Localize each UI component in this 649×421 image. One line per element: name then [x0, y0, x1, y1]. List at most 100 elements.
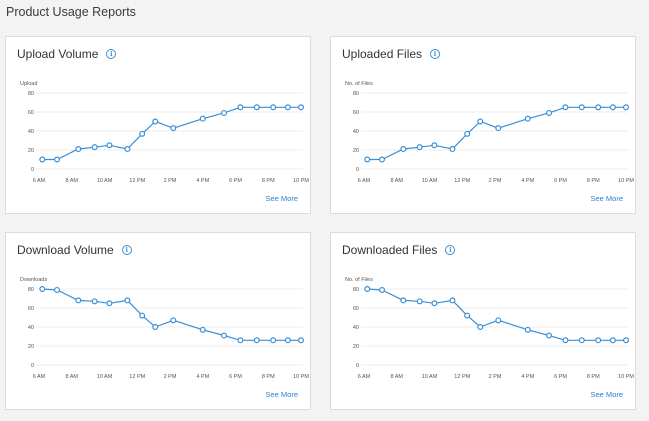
data-point — [495, 317, 502, 324]
upload-volume-chart: Upload 0 20 40 60 80 6 AM 8 AM 10 AM 12 PM 2 PM 4 P… — [20, 81, 309, 184]
data-point — [124, 146, 131, 153]
data-point — [237, 337, 244, 344]
data-point — [39, 156, 46, 163]
x-tick-label: 2 PM — [164, 374, 177, 380]
data-point — [578, 337, 585, 344]
upload-volume-card: Upload Volume i Upload 0 20 40 60 80 6 AM 8 AM 1… — [5, 36, 311, 214]
data-point — [524, 115, 531, 122]
data-point — [54, 156, 61, 163]
info-icon[interactable]: i — [445, 245, 456, 255]
x-tick-label: 2 PM — [489, 374, 502, 380]
data-point — [152, 323, 159, 330]
data-point — [170, 317, 177, 324]
data-point — [75, 297, 82, 304]
y-axis-label: Upload — [20, 81, 37, 87]
data-point — [237, 104, 244, 111]
x-tick-label: 8 PM — [587, 178, 600, 184]
data-point — [400, 297, 407, 304]
info-icon[interactable]: i — [121, 245, 132, 255]
data-point — [106, 300, 113, 307]
info-icon[interactable]: i — [106, 49, 117, 59]
x-tick-label: 6 AM — [358, 374, 371, 380]
card-title: Download Volume — [17, 243, 114, 257]
data-point — [54, 286, 61, 293]
data-point — [91, 144, 98, 151]
data-point — [524, 326, 531, 333]
downloaded-files-chart: No. of Files 0 20 40 60 80 6 AM 8 AM 10 AM 12 PM 2… — [345, 277, 634, 380]
x-tick-label: 10 AM — [97, 178, 113, 184]
data-point — [449, 297, 456, 304]
y-tick-label: 80 — [28, 287, 34, 293]
x-tick-label: 12 PM — [129, 178, 145, 184]
x-tick-label: 10 AM — [422, 374, 438, 380]
uploaded-files-chart: No. of Files 0 20 40 60 80 6 AM 8 AM 10 AM 12 PM 2… — [345, 81, 634, 184]
x-tick-label: 12 PM — [454, 374, 470, 380]
data-point — [595, 104, 602, 111]
data-point — [364, 285, 371, 292]
y-tick-label: 80 — [353, 287, 359, 293]
data-point — [578, 104, 585, 111]
data-point — [106, 142, 113, 149]
data-point — [364, 156, 371, 163]
info-icon[interactable]: i — [430, 49, 441, 59]
see-more-link[interactable]: See More — [265, 390, 298, 399]
y-tick-label: 40 — [353, 129, 359, 135]
data-point — [253, 337, 260, 344]
card-header: Downloaded Files i — [342, 243, 456, 257]
y-tick-label: 40 — [28, 325, 34, 331]
y-tick-label: 0 — [356, 167, 359, 173]
data-point — [562, 104, 569, 111]
x-tick-label: 6 AM — [33, 178, 46, 184]
y-tick-label: 60 — [28, 110, 34, 116]
y-axis-label: No. of Files — [345, 277, 373, 283]
data-point — [139, 312, 146, 319]
data-point — [562, 337, 569, 344]
card-header: Upload Volume i — [17, 47, 117, 61]
uploaded-files-card: Uploaded Files i No. of Files 0 20 40 60 80 6 … — [330, 36, 636, 214]
data-point — [75, 146, 82, 153]
x-tick-label: 8 AM — [65, 374, 78, 380]
y-tick-label: 60 — [353, 110, 359, 116]
x-tick-label: 8 PM — [587, 374, 600, 380]
data-point — [400, 146, 407, 153]
data-point — [221, 332, 228, 339]
series-line — [42, 106, 301, 161]
x-tick-label: 8 AM — [390, 374, 403, 380]
x-tick-label: 10 AM — [422, 178, 438, 184]
data-point — [609, 104, 616, 111]
x-tick-label: 10 AM — [97, 374, 113, 380]
download-volume-chart: Downloads 0 20 40 60 80 6 AM 8 AM 10 AM 12 PM 2 PM… — [20, 277, 309, 380]
data-point — [221, 109, 228, 116]
see-more-link[interactable]: See More — [265, 194, 298, 203]
data-point — [270, 337, 277, 344]
card-header: Uploaded Files i — [342, 47, 441, 61]
data-point — [379, 156, 386, 163]
y-tick-label: 80 — [28, 91, 34, 97]
x-tick-label: 10 PM — [618, 178, 634, 184]
downloaded-files-card: Downloaded Files i No. of Files 0 20 40 60 80… — [330, 232, 636, 410]
x-tick-label: 6 AM — [358, 178, 371, 184]
data-point — [170, 125, 177, 132]
y-tick-label: 40 — [353, 325, 359, 331]
y-tick-label: 20 — [353, 344, 359, 350]
x-tick-label: 6 AM — [33, 374, 46, 380]
data-point — [416, 144, 423, 151]
data-point — [379, 286, 386, 293]
see-more-link[interactable]: See More — [590, 390, 623, 399]
data-point — [284, 337, 291, 344]
data-point — [431, 300, 438, 307]
data-point — [449, 146, 456, 153]
data-point — [464, 130, 471, 137]
x-tick-label: 4 PM — [196, 374, 209, 380]
x-tick-label: 10 PM — [618, 374, 634, 380]
y-tick-label: 0 — [356, 363, 359, 369]
y-tick-label: 80 — [353, 91, 359, 97]
data-point — [546, 109, 553, 116]
x-tick-label: 6 PM — [229, 374, 242, 380]
page-title: Product Usage Reports — [6, 5, 136, 19]
y-tick-label: 20 — [28, 344, 34, 350]
card-header: Download Volume i — [17, 243, 132, 257]
card-title: Upload Volume — [17, 47, 99, 61]
see-more-link[interactable]: See More — [590, 194, 623, 203]
x-tick-label: 2 PM — [489, 178, 502, 184]
